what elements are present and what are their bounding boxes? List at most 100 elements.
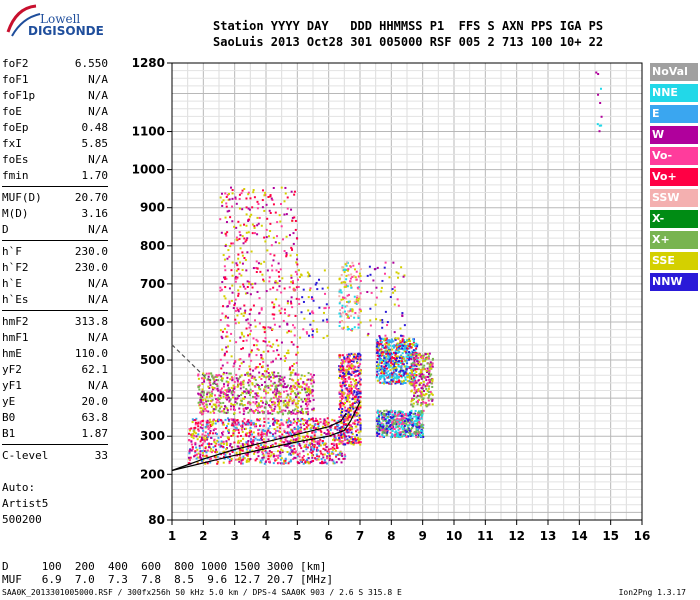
- param-row: h`E N/A: [2, 276, 108, 292]
- echo-point: [244, 373, 247, 376]
- echo-point: [347, 372, 350, 375]
- echo-point: [306, 461, 309, 464]
- echo-point: [326, 428, 329, 431]
- echo-point: [207, 425, 210, 428]
- echo-point: [419, 374, 422, 377]
- echo-point: [420, 402, 423, 405]
- echo-point: [240, 274, 243, 277]
- echo-point: [234, 196, 237, 199]
- echo-point: [345, 374, 348, 377]
- echo-point: [255, 271, 258, 274]
- echo-point: [343, 357, 346, 360]
- echo-point: [416, 422, 419, 425]
- echo-point: [348, 385, 351, 388]
- echo-point: [203, 434, 206, 437]
- echo-point: [358, 296, 361, 299]
- echo-point: [289, 300, 292, 303]
- echo-point: [418, 382, 421, 385]
- echo-point: [394, 358, 397, 361]
- echo-point: [260, 308, 263, 311]
- echo-point: [241, 235, 244, 238]
- echo-point: [333, 447, 336, 450]
- echo-point: [344, 281, 347, 284]
- echo-point: [411, 425, 414, 428]
- echo-point: [245, 213, 248, 216]
- echo-point: [315, 281, 318, 284]
- echo-point: [264, 340, 267, 343]
- echo-point: [342, 369, 345, 372]
- echo-point: [240, 461, 243, 464]
- echo-point: [324, 292, 327, 295]
- y-tick-label: 700: [140, 277, 165, 291]
- echo-point: [341, 361, 344, 364]
- echo-point: [394, 415, 397, 418]
- echo-point: [401, 380, 404, 383]
- echo-point: [431, 363, 434, 366]
- echo-point: [237, 294, 240, 297]
- echo-point: [202, 451, 205, 454]
- param-name: C-level: [2, 449, 49, 462]
- echo-point: [348, 436, 351, 439]
- echo-point: [412, 338, 415, 341]
- echo-point: [286, 196, 289, 199]
- echo-point: [269, 376, 272, 379]
- echo-point: [205, 372, 208, 375]
- echo-point: [256, 267, 259, 270]
- echo-point: [241, 430, 244, 433]
- echo-point: [333, 434, 336, 437]
- echo-point: [422, 357, 425, 360]
- param-row: fxI 5.85: [2, 136, 108, 152]
- echo-point: [293, 433, 296, 436]
- echo-point: [222, 371, 225, 374]
- echo-point: [380, 337, 383, 340]
- param-value: 3.16: [81, 207, 109, 220]
- echo-point: [352, 406, 355, 409]
- header-columns: Station YYYY DAY DDD HHMMSS P1 FFS S AXN…: [213, 19, 604, 33]
- echo-point: [391, 356, 394, 359]
- echo-point: [234, 280, 237, 283]
- echo-point: [194, 423, 197, 426]
- echo-point: [245, 441, 248, 444]
- echo-point: [387, 428, 390, 431]
- echo-point: [239, 247, 242, 250]
- echo-point: [406, 412, 409, 415]
- echo-point: [397, 337, 400, 340]
- echo-point: [231, 403, 234, 406]
- echo-point: [339, 432, 342, 435]
- echo-point: [322, 447, 325, 450]
- echo-point: [355, 383, 358, 386]
- echo-point: [377, 363, 380, 366]
- echo-point: [264, 461, 267, 464]
- echo-point: [385, 361, 388, 364]
- echo-point: [260, 224, 263, 227]
- echo-point: [202, 402, 205, 405]
- echo-point: [206, 455, 209, 458]
- echo-point: [341, 377, 344, 380]
- echo-point: [324, 424, 327, 427]
- echo-point: [321, 442, 324, 445]
- echo-point: [408, 374, 411, 377]
- echo-point: [213, 438, 216, 441]
- echo-point: [292, 409, 295, 412]
- echo-point: [356, 358, 359, 361]
- echo-point: [280, 448, 283, 451]
- echo-point: [353, 438, 356, 441]
- echo-point: [261, 458, 264, 461]
- echo-point: [250, 349, 253, 352]
- echo-point: [198, 447, 201, 450]
- echo-point: [235, 262, 238, 265]
- echo-point: [352, 358, 355, 361]
- echo-point: [345, 313, 348, 316]
- echo-point: [401, 435, 404, 438]
- echo-point: [348, 376, 351, 379]
- echo-point: [265, 236, 268, 239]
- echo-point: [340, 273, 343, 276]
- echo-point: [273, 437, 276, 440]
- echo-point: [393, 428, 396, 431]
- echo-point: [412, 378, 415, 381]
- echo-point: [357, 439, 360, 442]
- echo-point: [239, 234, 242, 237]
- echo-point: [277, 404, 280, 407]
- echo-point: [220, 375, 223, 378]
- echo-point: [410, 389, 413, 392]
